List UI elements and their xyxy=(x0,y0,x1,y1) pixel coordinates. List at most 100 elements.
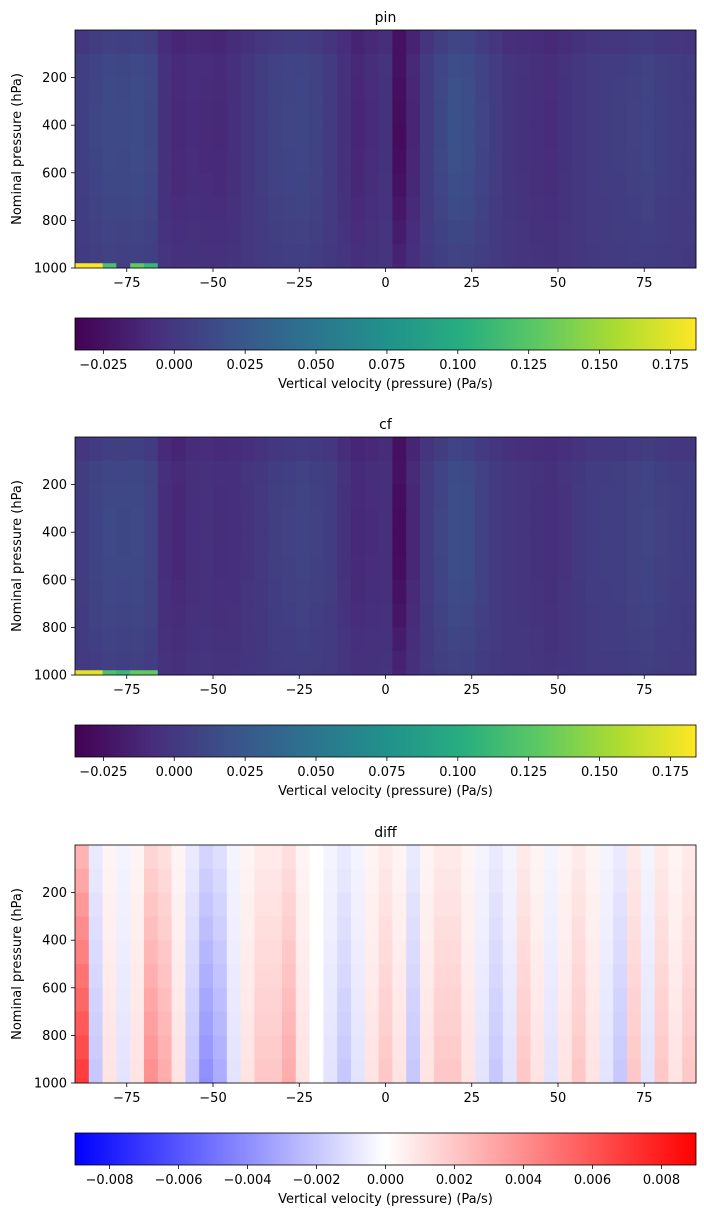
heatmap-cell xyxy=(351,670,366,676)
heatmap-cell xyxy=(461,149,476,174)
colorbar-label: Vertical velocity (pressure) (Pa/s) xyxy=(278,377,493,392)
heatmap-cell xyxy=(240,987,255,1012)
heatmap-cell xyxy=(613,987,628,1012)
heatmap-cell xyxy=(282,437,297,462)
heatmap-cell xyxy=(489,1078,504,1084)
heatmap-cell xyxy=(199,556,214,581)
heatmap-cell xyxy=(88,1059,103,1079)
heatmap-cell xyxy=(392,484,407,509)
heatmap-cell xyxy=(640,53,655,78)
heatmap-cell xyxy=(199,244,214,264)
heatmap-cell xyxy=(516,1011,531,1036)
heatmap-cell xyxy=(295,603,310,628)
x-tick-label: 25 xyxy=(463,683,480,698)
heatmap-cell xyxy=(199,220,214,245)
heatmap-cell xyxy=(392,149,407,174)
heatmap-cell xyxy=(116,196,131,221)
heatmap-cell xyxy=(627,484,642,509)
heatmap-cell xyxy=(199,172,214,197)
heatmap-cell xyxy=(282,101,297,126)
heatmap-cell xyxy=(502,460,517,485)
heatmap-cell xyxy=(668,53,683,78)
heatmap-cell xyxy=(420,651,435,671)
heatmap-cell xyxy=(144,125,159,150)
heatmap-cell xyxy=(213,1059,228,1079)
heatmap-cell xyxy=(337,651,352,671)
heatmap-cell xyxy=(654,627,669,652)
heatmap-cell xyxy=(88,437,103,462)
heatmap-cell xyxy=(116,651,131,671)
heatmap-cell xyxy=(433,101,448,126)
heatmap-cell xyxy=(585,460,600,485)
heatmap-cell xyxy=(75,845,90,870)
heatmap-cell xyxy=(364,670,379,676)
heatmap-cell xyxy=(420,30,435,55)
heatmap-cell xyxy=(502,916,517,941)
heatmap-cell xyxy=(337,263,352,269)
heatmap-cell xyxy=(130,868,145,893)
heatmap-cell xyxy=(254,125,269,150)
heatmap-cell xyxy=(199,263,214,269)
colorbar-tick-label: 0.100 xyxy=(439,765,476,780)
heatmap-cell xyxy=(599,1059,614,1079)
heatmap-cell xyxy=(530,987,545,1012)
heatmap-cell xyxy=(420,987,435,1012)
heatmap-cell xyxy=(640,1035,655,1060)
heatmap-cell xyxy=(144,892,159,917)
heatmap-cell xyxy=(433,244,448,264)
heatmap-cell xyxy=(323,125,338,150)
heatmap-cell xyxy=(682,1078,697,1084)
heatmap-cell xyxy=(420,556,435,581)
heatmap-cell xyxy=(585,172,600,197)
heatmap-cell xyxy=(558,1078,573,1084)
heatmap-cell xyxy=(254,556,269,581)
heatmap-cell xyxy=(392,987,407,1012)
heatmap-cell xyxy=(364,484,379,509)
heatmap-cell xyxy=(392,460,407,485)
heatmap-cell xyxy=(309,125,324,150)
heatmap-cell xyxy=(544,508,559,533)
heatmap-cell xyxy=(447,1059,462,1079)
heatmap-cell xyxy=(489,603,504,628)
heatmap-cell xyxy=(682,484,697,509)
heatmap-cell xyxy=(157,892,172,917)
heatmap-cell xyxy=(571,916,586,941)
heatmap-cell xyxy=(337,964,352,989)
heatmap-cell xyxy=(475,484,490,509)
heatmap-cell xyxy=(157,1078,172,1084)
heatmap-cell xyxy=(392,1059,407,1079)
heatmap-cell xyxy=(668,196,683,221)
heatmap-cell xyxy=(392,125,407,150)
heatmap-cell xyxy=(282,1059,297,1079)
heatmap-cell xyxy=(130,244,145,264)
heatmap-cell xyxy=(130,845,145,870)
heatmap-cell xyxy=(585,125,600,150)
heatmap-cell xyxy=(157,53,172,78)
heatmap-cell xyxy=(668,1059,683,1079)
heatmap-cell xyxy=(337,845,352,870)
heatmap-cell xyxy=(199,964,214,989)
heatmap-cell xyxy=(88,845,103,870)
heatmap-cell xyxy=(489,987,504,1012)
heatmap-cell xyxy=(295,30,310,55)
y-tick-label: 1000 xyxy=(34,669,67,684)
heatmap-cell xyxy=(433,579,448,604)
heatmap-cell xyxy=(558,892,573,917)
heatmap-cell xyxy=(599,244,614,264)
heatmap-cell xyxy=(640,244,655,264)
heatmap-cell xyxy=(420,263,435,269)
heatmap-cell xyxy=(102,868,117,893)
heatmap-cell xyxy=(254,53,269,78)
heatmap-cell xyxy=(309,627,324,652)
heatmap-cell xyxy=(682,868,697,893)
heatmap-cell xyxy=(516,987,531,1012)
heatmap-cell xyxy=(351,1011,366,1036)
heatmap-cell xyxy=(516,940,531,965)
heatmap-cell xyxy=(392,964,407,989)
heatmap-cell xyxy=(116,603,131,628)
y-tick-label: 400 xyxy=(42,934,67,949)
heatmap-cell xyxy=(130,484,145,509)
heatmap-cell xyxy=(171,101,186,126)
heatmap-cell xyxy=(558,77,573,102)
